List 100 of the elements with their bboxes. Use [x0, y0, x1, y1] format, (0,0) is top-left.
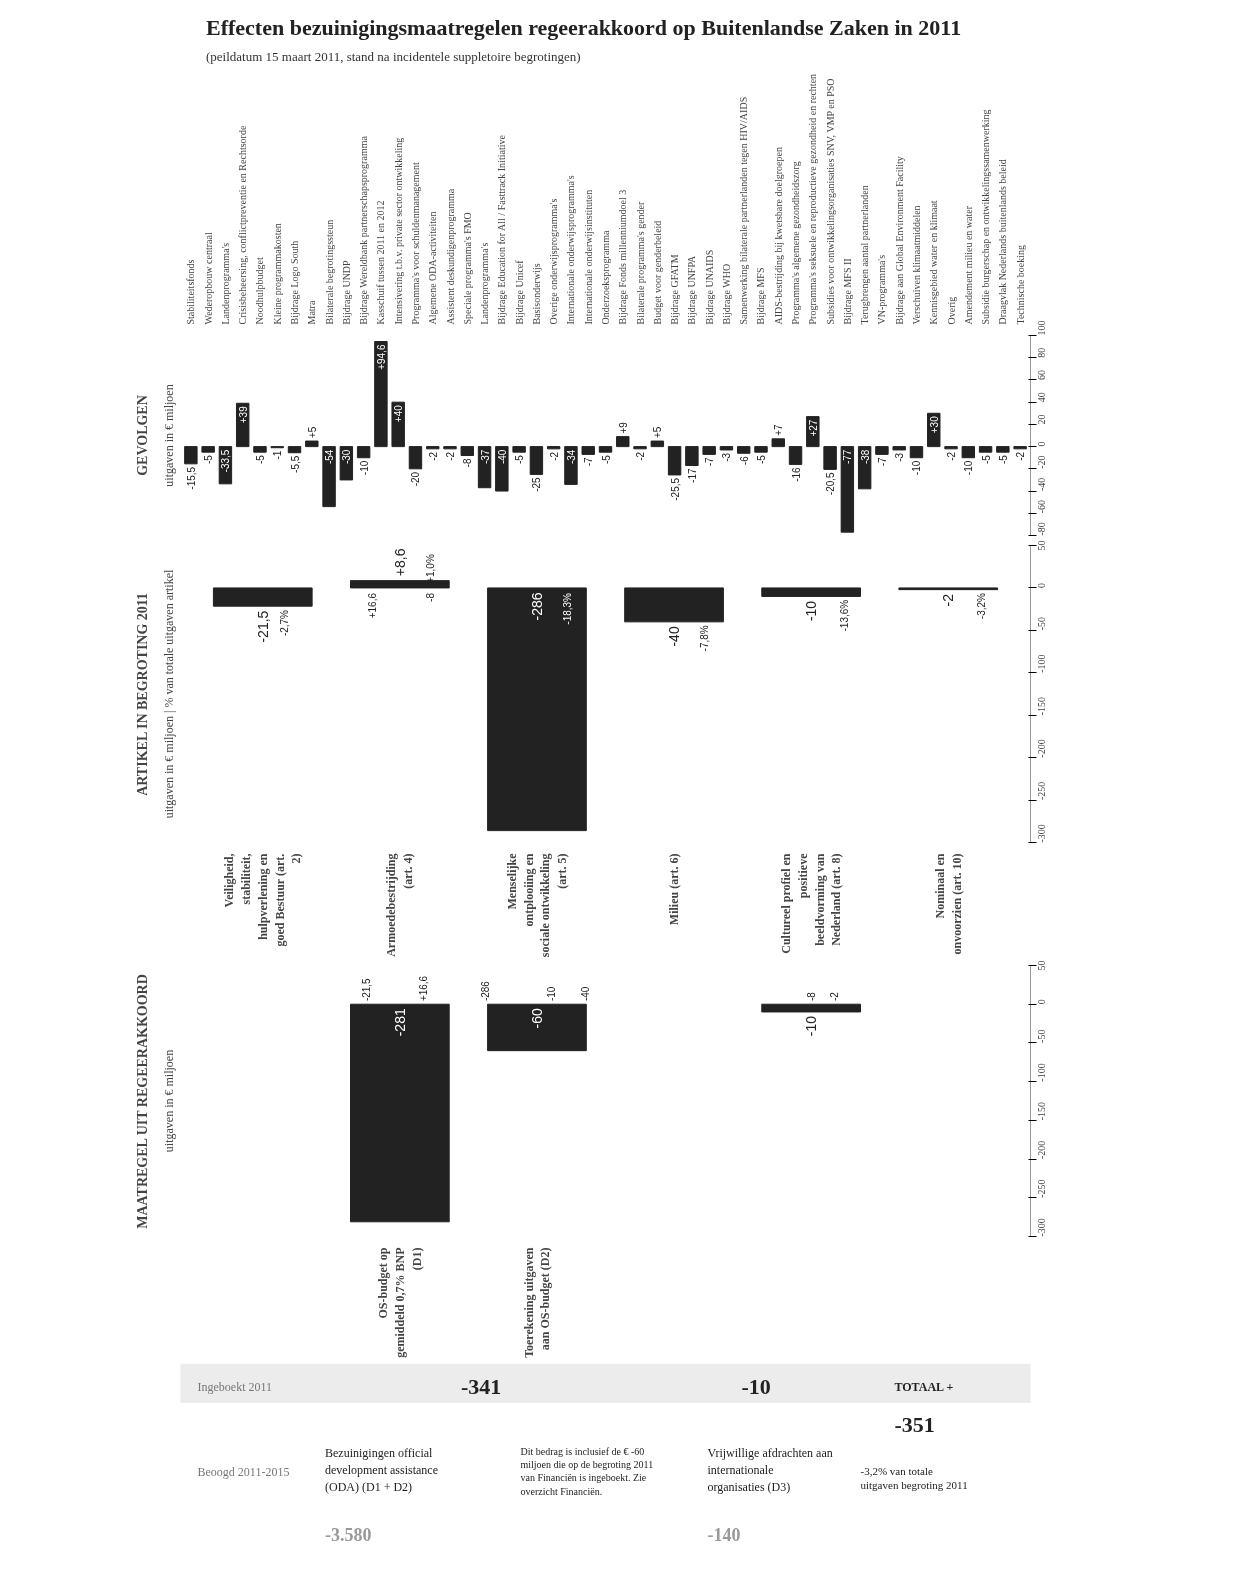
data-label: -8	[462, 458, 474, 468]
text: -10	[741, 1373, 771, 1399]
y-tick-label: -150	[1036, 696, 1047, 716]
data-label: -7	[583, 456, 595, 467]
x-tick-label: Bijdrage Fonds millenniumdoel 3	[617, 189, 629, 325]
y-tick-label: -80	[1036, 522, 1047, 536]
x-tick-label: Bijdrage Education for All / Fasttrack Initiative	[496, 134, 508, 325]
y-tick-label: 80	[1036, 347, 1047, 358]
data-label: -2	[427, 451, 439, 461]
x-tick-label: Bijdrage UNDP	[340, 259, 352, 325]
annotation: -3,2%	[975, 592, 987, 620]
data-label: -37	[479, 449, 491, 465]
x-tick-label: Bijdrage Wereldbank partnerschapsprogramma	[358, 135, 370, 325]
text: Ingeboekt 2011	[197, 1379, 273, 1394]
data-label: +7	[773, 423, 785, 436]
x-tick-label: Draagvlak Nederlands buitenlands beleid	[997, 159, 1009, 325]
x-tick-label: Subsidies voor ontwikkelingsorganisaties SNV, VMP en PSO	[824, 78, 836, 325]
x-tick-label: Bijdrage UNAIDS	[703, 249, 715, 325]
data-label: -21,5	[254, 610, 271, 643]
text: -351	[894, 1411, 935, 1437]
x-tick-label: AIDS-bestrijding bij kwetsbare doelgroepen	[772, 147, 784, 325]
x-tick-label: Speciale programma's FMO	[461, 212, 473, 325]
x-tick-label: Amendement milieu en water	[962, 205, 974, 325]
x-tick-label: Armoedebestrijding (art. 4)	[384, 853, 416, 957]
x-tick-label: Matra	[306, 300, 318, 325]
x-tick-label: Bijdrage aan Global Environment Facility	[893, 156, 905, 325]
y-tick-label: -150	[1036, 1102, 1047, 1121]
annotation: -2,7%	[279, 609, 291, 637]
data-label: +40	[393, 404, 405, 423]
y-tick-label: -250	[1036, 1179, 1047, 1198]
text: Effecten bezuinigingsmaatregelen regeerakkoord op Buitenlandse Zaken in 2011	[206, 14, 962, 40]
data-label: -5	[600, 454, 612, 465]
x-tick-label: Technische boeking	[1014, 244, 1026, 325]
text: Vrijwillige afdrachten aan internationale organisaties (D3)	[707, 1446, 833, 1494]
text: uitgaven in € miljoen	[161, 384, 176, 487]
x-tick-label: Basisonderwijs	[530, 263, 542, 325]
data-label: -5	[203, 454, 215, 465]
x-tick-label: OS-budget op gemiddeld 0,7% BNP (D1)	[376, 1247, 424, 1358]
data-label: -5	[514, 454, 526, 465]
data-label: -10	[803, 1015, 820, 1037]
y-tick-label: 40	[1036, 392, 1047, 403]
x-tick-label: Stabiliteitsfonds	[185, 259, 197, 325]
x-tick-label: Bijdrage GFATM	[669, 254, 681, 325]
annotation: -18,3%	[561, 592, 573, 625]
text: ARTIKEL IN BEGROTING 2011	[134, 592, 150, 796]
data-label: -2	[1015, 451, 1027, 461]
y-tick-label: 100	[1036, 320, 1047, 336]
data-label: -5	[755, 454, 767, 465]
x-tick-label: Programma's voor schuldenmanagement	[409, 161, 421, 325]
x-tick-label: Crisisbeheersing, conflictpreventie en Rechtsorde	[237, 125, 249, 325]
data-label: +5	[306, 426, 318, 439]
data-label: -10	[963, 460, 975, 476]
data-label: -20	[410, 471, 422, 487]
data-label: -5	[997, 454, 1009, 465]
annotation: -10	[545, 986, 557, 1002]
y-tick-label: -50	[1036, 1029, 1047, 1043]
data-label: +5	[652, 426, 664, 439]
y-tick-label: -20	[1036, 455, 1047, 469]
x-tick-label: Intensivering t.b.v. private sector ontwikkeling	[392, 137, 404, 325]
data-label: -33,5	[220, 449, 232, 473]
x-tick-label: Kennisgebied water en klimaat	[928, 200, 940, 325]
x-tick-label: Budget voor genderbeleid	[651, 220, 663, 325]
annotation: -286	[479, 980, 491, 1002]
data-label: -281	[391, 1008, 408, 1037]
y-tick-label: -250	[1036, 781, 1047, 801]
x-tick-label: Kleine programmakosten	[271, 223, 283, 325]
text: TOTAAL +	[894, 1379, 954, 1394]
y-tick-label: -100	[1036, 654, 1047, 673]
data-label: +9	[617, 421, 629, 434]
data-label: +39	[237, 405, 249, 424]
y-tick-label: 0	[1036, 999, 1047, 1005]
y-tick-label: -200	[1036, 739, 1047, 758]
data-label: -286	[528, 592, 545, 621]
data-label: -2	[946, 451, 958, 461]
data-label: +30	[928, 415, 940, 434]
annotation: -8	[806, 991, 818, 1002]
data-label: -2	[940, 593, 957, 607]
data-label: -5	[254, 454, 266, 465]
y-tick-label: -40	[1036, 477, 1047, 492]
x-tick-label: Bijdrage Logo South	[289, 240, 301, 325]
data-label: -7	[704, 456, 716, 467]
text: GEVOLGEN	[134, 395, 150, 476]
x-tick-label: Programma's seksuele en reproductieve gezondheid en rechten	[807, 73, 819, 325]
data-label: -5,5	[289, 455, 301, 473]
text: Bezuinigingen official development assistance (ODA) (D1 + D2)	[325, 1446, 438, 1494]
x-tick-label: Bijdrage UNFPA	[686, 254, 698, 325]
data-label: -10	[911, 460, 923, 476]
data-label: +8,6	[391, 548, 408, 577]
x-tick-label: Bijdrage MFS II	[841, 258, 853, 325]
x-tick-label: VN-programma's	[876, 254, 888, 325]
data-label: -25	[531, 476, 543, 492]
x-tick-label: Verschuiven klimaatmiddelen	[910, 205, 922, 325]
data-label: -10	[358, 460, 370, 476]
annotation: +16,6	[418, 975, 430, 1002]
data-label: -34	[565, 449, 577, 465]
y-tick-label: 0	[1036, 582, 1047, 588]
data-label: -38	[859, 449, 871, 465]
text: -341	[461, 1373, 502, 1399]
annotation: -40	[579, 986, 591, 1002]
y-tick-label: -100	[1036, 1063, 1047, 1082]
